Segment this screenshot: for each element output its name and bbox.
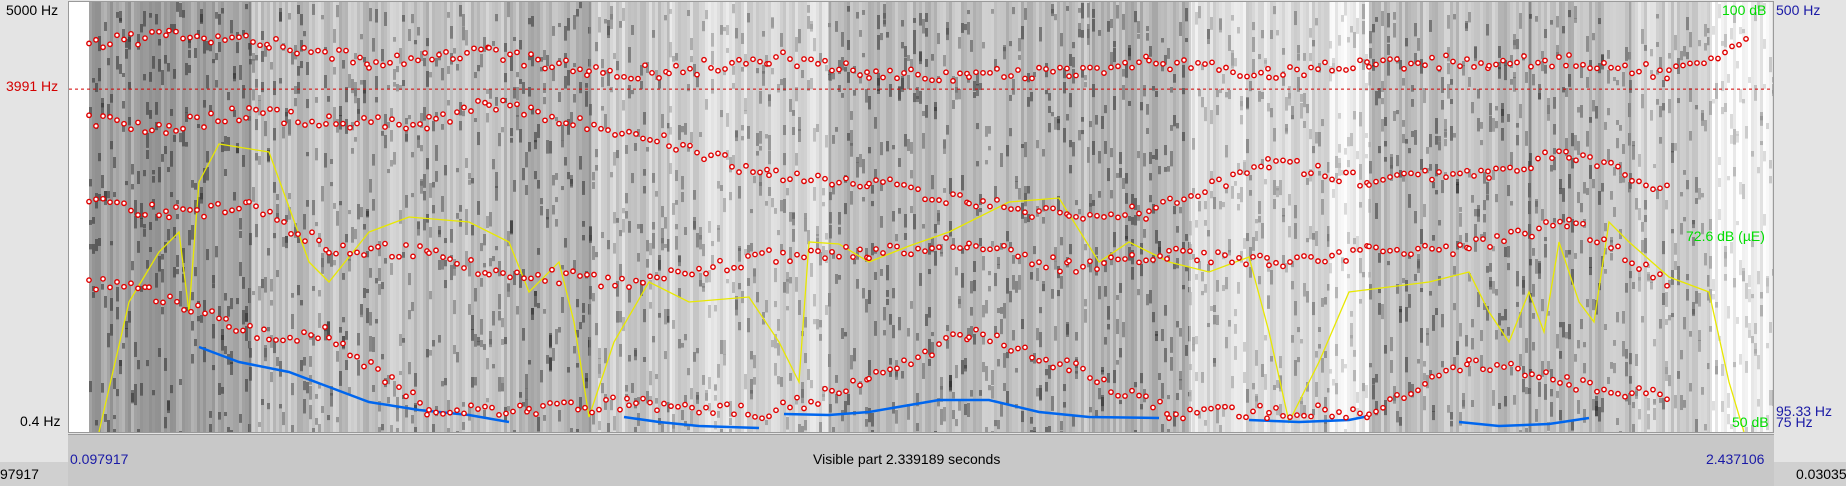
intensity-max-label: 100 dB <box>1722 2 1767 18</box>
intensity-mid-label: 72.6 dB (µE) <box>1686 228 1765 244</box>
spectrogram-panel[interactable] <box>68 1 1774 433</box>
formant-points <box>86 27 1749 422</box>
left-window-bar[interactable]: 97917 <box>0 462 68 486</box>
pitch-max-label: 500 Hz <box>1776 2 1821 18</box>
intensity-contour <box>98 143 1745 432</box>
right-window-bar[interactable]: 0.03035 <box>1774 462 1846 486</box>
right-axis-gutter <box>1774 0 1846 486</box>
spectrogram-canvas[interactable] <box>69 2 1774 433</box>
intensity-min-label: 50 dB <box>1732 414 1769 430</box>
left-window-value: 97917 <box>0 466 39 482</box>
left-axis-gutter <box>0 0 68 486</box>
time-bar[interactable]: 0.097917 Visible part 2.339189 seconds 2… <box>68 434 1774 486</box>
time-start-label: 0.097917 <box>70 451 129 467</box>
right-window-value: 0.03035 <box>1796 466 1846 482</box>
freq-cursor-label: 3991 Hz <box>6 78 59 94</box>
pitch-min-label: 75 Hz <box>1776 414 1813 430</box>
visible-part-label[interactable]: Visible part 2.339189 seconds <box>813 451 1001 467</box>
time-end-label: 2.437106 <box>1706 451 1765 467</box>
freq-max-label: 5000 Hz <box>6 2 59 18</box>
pitch-contour <box>198 345 1590 430</box>
pitch-value-label: 95.33 Hz <box>1776 403 1833 419</box>
freq-min-label: 0.4 Hz <box>20 413 61 429</box>
spectrogram-energy <box>89 2 1773 432</box>
